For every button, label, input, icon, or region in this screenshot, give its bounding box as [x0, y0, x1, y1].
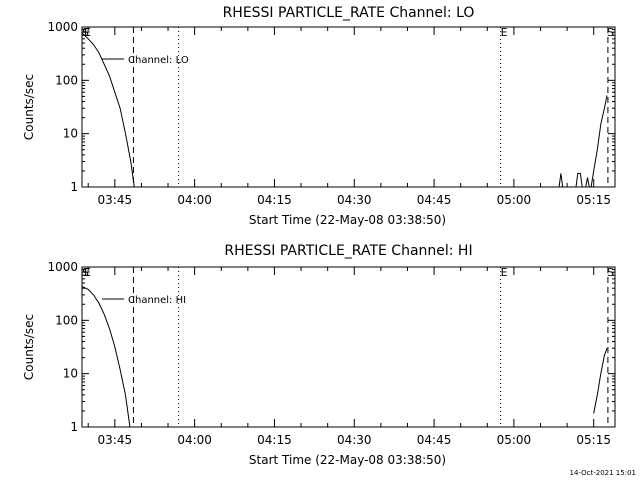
series-line-segment — [575, 172, 583, 188]
series-line-segment — [81, 286, 131, 428]
x-tick-label: 04:00 — [177, 433, 212, 447]
y-tick-label: 1 — [70, 420, 78, 434]
x-tick-label: 04:45 — [417, 433, 452, 447]
y-tick-label: 10 — [63, 127, 78, 141]
y-tick-label: 100 — [55, 313, 78, 327]
x-tick-label: 04:00 — [177, 193, 212, 207]
chart-title: RHESSI PARTICLE_RATE Channel: HI — [224, 243, 472, 259]
x-axis-label: Start Time (22-May-08 03:38:50) — [249, 213, 446, 227]
y-tick-label: 100 — [55, 73, 78, 87]
plot-timestamp: 14-Oct-2021 15:01 — [570, 469, 636, 477]
x-tick-label: 04:15 — [257, 433, 292, 447]
series-line-segment — [593, 348, 608, 414]
x-tick-label: 05:15 — [576, 193, 611, 207]
marker-s: S — [82, 26, 89, 39]
y-axis-label: Counts/sec — [22, 74, 36, 140]
legend-entry: Channel: HI — [128, 295, 186, 306]
y-tick-label: 1000 — [47, 20, 78, 34]
series-line-segment — [585, 177, 590, 188]
x-tick-label: 04:30 — [337, 433, 372, 447]
x-tick-label: 05:00 — [497, 193, 532, 207]
x-tick-label: 04:15 — [257, 193, 292, 207]
x-axis-label: Start Time (22-May-08 03:38:50) — [249, 453, 446, 467]
x-tick-label: 03:45 — [98, 433, 133, 447]
series-line-segment — [558, 173, 564, 188]
marker-s: S — [607, 266, 614, 279]
chart-title: RHESSI PARTICLE_RATE Channel: LO — [223, 5, 475, 21]
legend-entry: Channel: LO — [128, 55, 189, 66]
series-line-segment — [81, 32, 135, 188]
x-tick-label: 04:30 — [337, 193, 372, 207]
series-line-segment — [590, 95, 608, 188]
plot-frame — [81, 26, 616, 188]
marker-s: S — [82, 266, 89, 279]
y-tick-label: 1000 — [47, 260, 78, 274]
x-tick-label: 03:45 — [98, 193, 133, 207]
marker-s: S — [607, 26, 614, 39]
y-tick-label: 1 — [70, 180, 78, 194]
x-tick-label: 04:45 — [417, 193, 452, 207]
y-tick-label: 10 — [63, 367, 78, 381]
marker-e: E — [84, 26, 91, 39]
y-axis-label: Counts/sec — [22, 314, 36, 380]
marker-e: E — [501, 266, 508, 279]
plot-frame — [81, 266, 616, 428]
x-tick-label: 05:15 — [576, 433, 611, 447]
x-tick-label: 05:00 — [497, 433, 532, 447]
hi-channel-panel: RHESSI PARTICLE_RATE Channel: HI 1 10 100 10… — [22, 243, 616, 467]
marker-e: E — [501, 26, 508, 39]
marker-e: E — [84, 266, 91, 279]
lo-channel-panel: RHESSI PARTICLE_RATE Channel: LO 1 10 100 10… — [22, 5, 616, 227]
